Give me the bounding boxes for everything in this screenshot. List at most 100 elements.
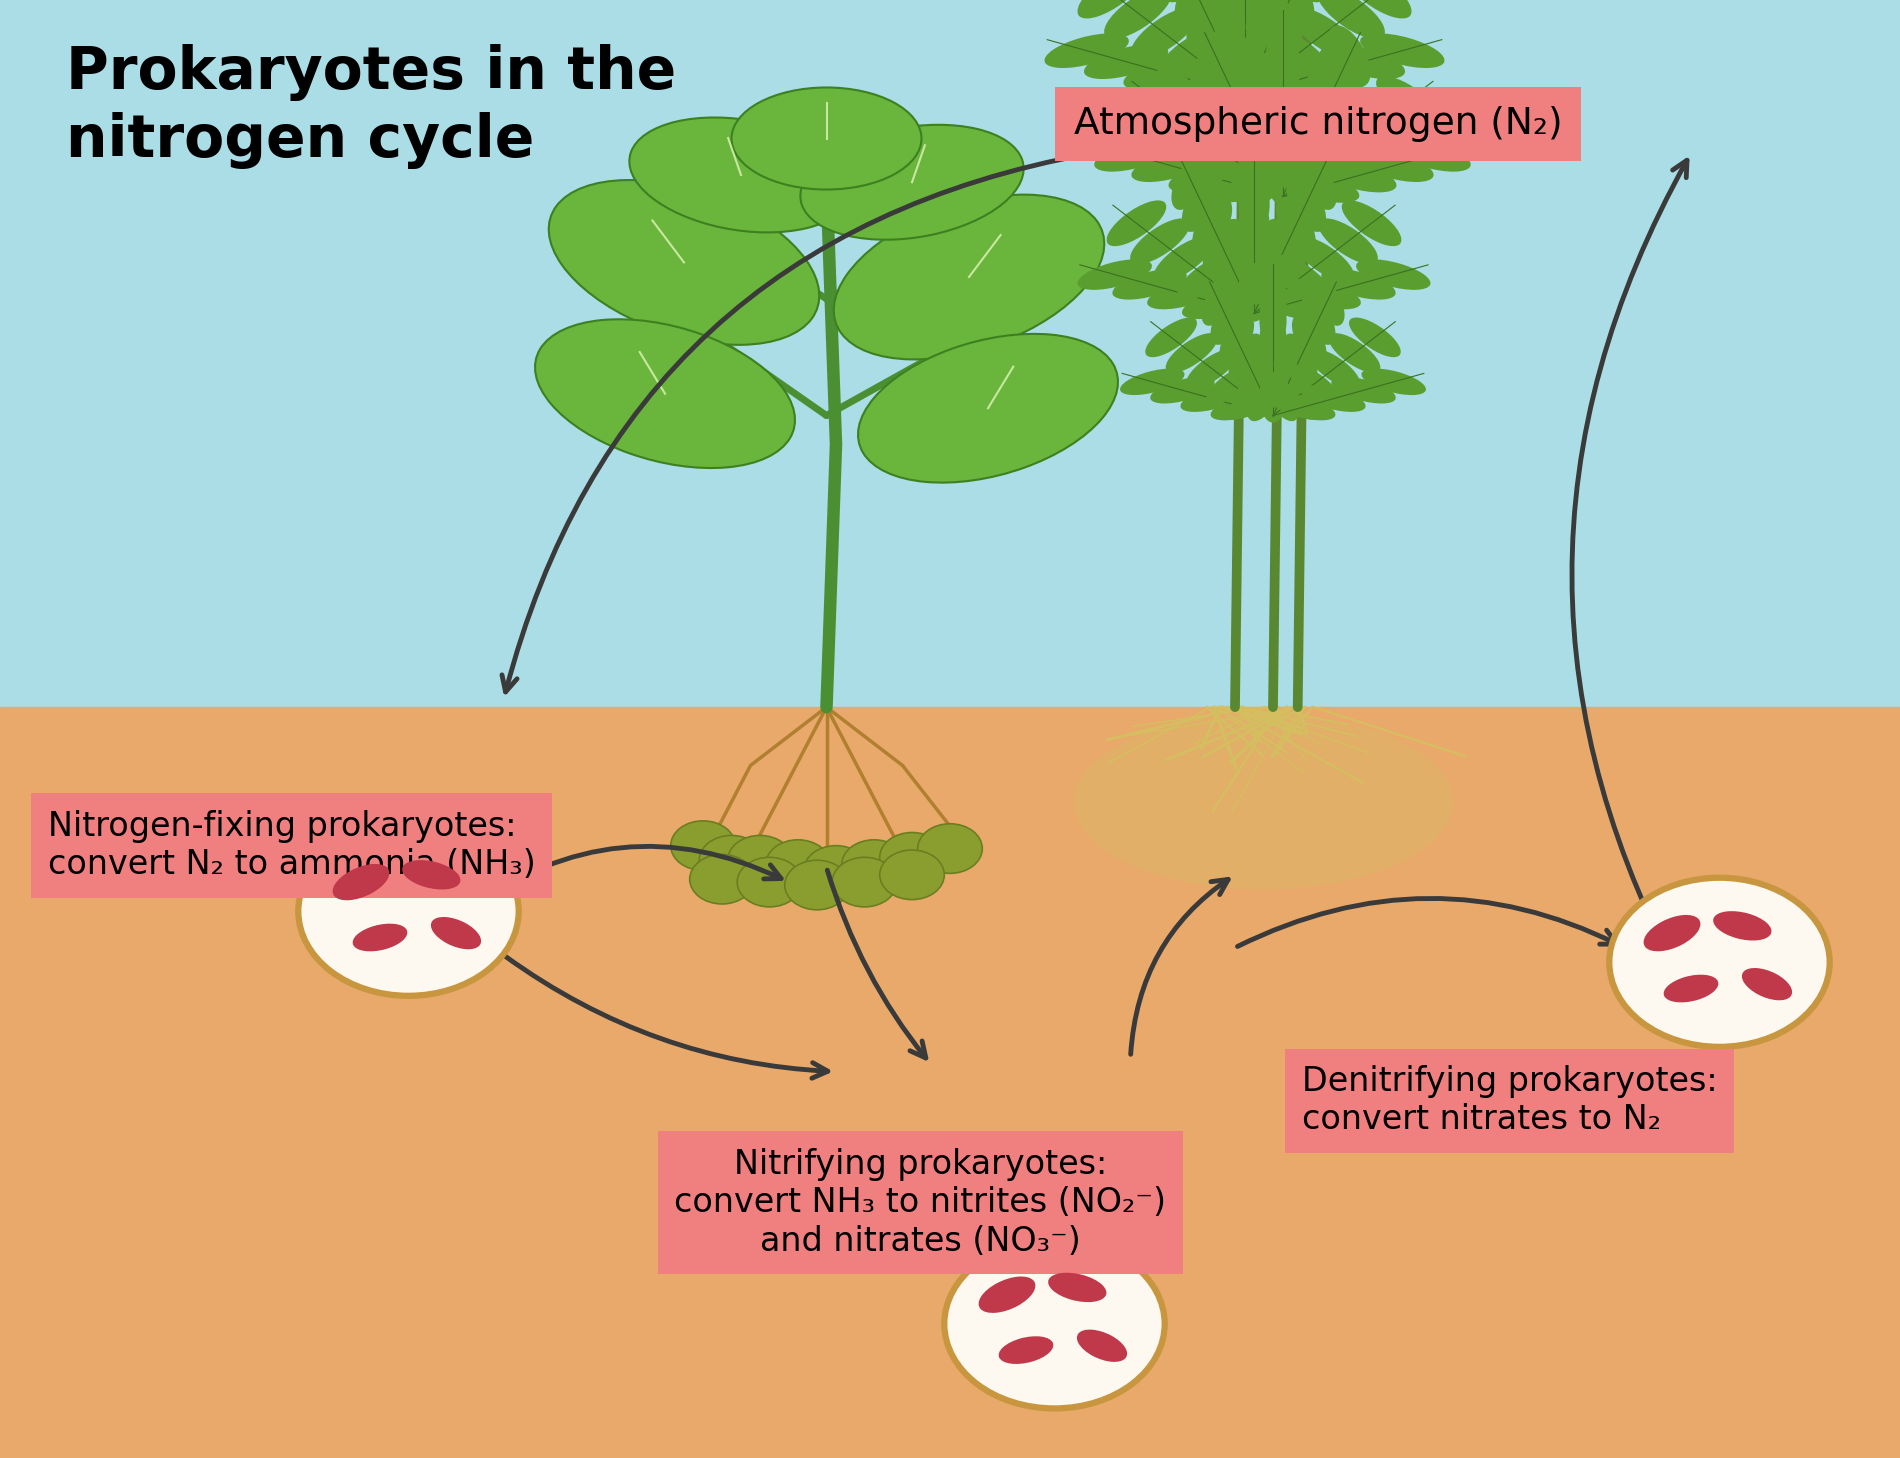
Bar xyxy=(0,707,1900,1458)
Ellipse shape xyxy=(1227,0,1262,4)
Ellipse shape xyxy=(1123,55,1208,90)
Ellipse shape xyxy=(1130,149,1210,182)
Ellipse shape xyxy=(1227,381,1279,420)
Ellipse shape xyxy=(549,179,819,346)
Ellipse shape xyxy=(629,118,853,232)
Ellipse shape xyxy=(1227,0,1262,29)
Ellipse shape xyxy=(1302,296,1336,346)
Ellipse shape xyxy=(1201,276,1237,325)
Ellipse shape xyxy=(1644,916,1700,951)
Ellipse shape xyxy=(1125,76,1189,125)
Ellipse shape xyxy=(1184,48,1252,101)
Circle shape xyxy=(298,827,519,996)
Ellipse shape xyxy=(1265,95,1300,159)
Circle shape xyxy=(766,840,830,889)
Ellipse shape xyxy=(431,917,481,949)
Ellipse shape xyxy=(1288,364,1339,404)
Circle shape xyxy=(804,846,868,895)
Text: Atmospheric nitrogen (N₂): Atmospheric nitrogen (N₂) xyxy=(1074,106,1562,141)
Ellipse shape xyxy=(1227,0,1262,54)
Circle shape xyxy=(699,835,764,885)
Ellipse shape xyxy=(1206,364,1258,404)
Ellipse shape xyxy=(1326,115,1389,163)
Text: Denitrifying prokaryotes:
convert nitrates to N₂: Denitrifying prokaryotes: convert nitrat… xyxy=(1302,1066,1718,1136)
Ellipse shape xyxy=(1206,171,1284,203)
Ellipse shape xyxy=(1182,289,1256,319)
Ellipse shape xyxy=(1174,0,1220,28)
Circle shape xyxy=(1609,878,1830,1047)
Ellipse shape xyxy=(1227,36,1262,104)
Ellipse shape xyxy=(1077,0,1146,19)
Ellipse shape xyxy=(1294,236,1355,283)
Ellipse shape xyxy=(1157,28,1226,80)
Circle shape xyxy=(880,850,944,900)
Ellipse shape xyxy=(1150,378,1214,404)
Ellipse shape xyxy=(1260,257,1286,309)
Ellipse shape xyxy=(1180,385,1245,413)
Ellipse shape xyxy=(1153,236,1214,283)
Ellipse shape xyxy=(1210,296,1244,346)
Text: Nitrifying prokaryotes:
convert NH₃ to nitrites (NO₂⁻)
and nitrates (NO₃⁻): Nitrifying prokaryotes: convert NH₃ to n… xyxy=(674,1147,1167,1258)
Ellipse shape xyxy=(1203,219,1243,276)
Ellipse shape xyxy=(1317,0,1385,39)
Ellipse shape xyxy=(1121,369,1184,395)
Ellipse shape xyxy=(1148,278,1222,309)
Ellipse shape xyxy=(1246,13,1290,77)
Ellipse shape xyxy=(1265,372,1300,421)
Ellipse shape xyxy=(1265,48,1300,112)
Ellipse shape xyxy=(1664,975,1718,1002)
Ellipse shape xyxy=(1277,197,1315,254)
Ellipse shape xyxy=(1290,7,1358,60)
Ellipse shape xyxy=(1227,96,1271,157)
Ellipse shape xyxy=(1246,372,1281,421)
Ellipse shape xyxy=(1265,219,1305,276)
Ellipse shape xyxy=(1317,50,1358,109)
Circle shape xyxy=(880,833,944,882)
Ellipse shape xyxy=(1357,260,1431,290)
Ellipse shape xyxy=(1265,141,1300,206)
Ellipse shape xyxy=(1258,0,1303,52)
Ellipse shape xyxy=(1332,378,1396,404)
Ellipse shape xyxy=(1271,394,1336,420)
Ellipse shape xyxy=(999,1337,1053,1363)
Ellipse shape xyxy=(1264,28,1332,80)
Ellipse shape xyxy=(1206,50,1248,109)
Ellipse shape xyxy=(1214,241,1252,297)
Ellipse shape xyxy=(834,194,1104,360)
Ellipse shape xyxy=(1229,334,1264,383)
Ellipse shape xyxy=(1282,334,1317,383)
Ellipse shape xyxy=(1193,197,1231,254)
Ellipse shape xyxy=(332,865,390,900)
Ellipse shape xyxy=(1248,273,1307,318)
Ellipse shape xyxy=(1077,1330,1127,1362)
Ellipse shape xyxy=(1239,120,1281,181)
Ellipse shape xyxy=(1112,270,1188,299)
Ellipse shape xyxy=(1302,134,1364,182)
Ellipse shape xyxy=(1273,353,1309,402)
Ellipse shape xyxy=(1265,1,1300,66)
Ellipse shape xyxy=(1256,241,1294,297)
Ellipse shape xyxy=(1286,278,1360,309)
Ellipse shape xyxy=(1239,239,1269,300)
Ellipse shape xyxy=(1269,0,1315,28)
Ellipse shape xyxy=(403,860,460,889)
Ellipse shape xyxy=(1328,332,1381,373)
Ellipse shape xyxy=(1201,134,1264,182)
Ellipse shape xyxy=(1250,143,1292,204)
Ellipse shape xyxy=(1302,385,1366,413)
Ellipse shape xyxy=(1186,0,1231,52)
Circle shape xyxy=(690,854,754,904)
Ellipse shape xyxy=(1074,714,1454,889)
Circle shape xyxy=(737,857,802,907)
Ellipse shape xyxy=(1049,1273,1106,1302)
Ellipse shape xyxy=(1239,261,1269,322)
Ellipse shape xyxy=(1260,313,1286,366)
Ellipse shape xyxy=(1168,160,1248,192)
Ellipse shape xyxy=(1273,143,1315,204)
Ellipse shape xyxy=(1341,200,1402,246)
Ellipse shape xyxy=(1199,13,1243,77)
Circle shape xyxy=(944,1239,1165,1408)
Ellipse shape xyxy=(1244,262,1284,319)
Ellipse shape xyxy=(1243,67,1326,101)
Ellipse shape xyxy=(1104,0,1172,39)
